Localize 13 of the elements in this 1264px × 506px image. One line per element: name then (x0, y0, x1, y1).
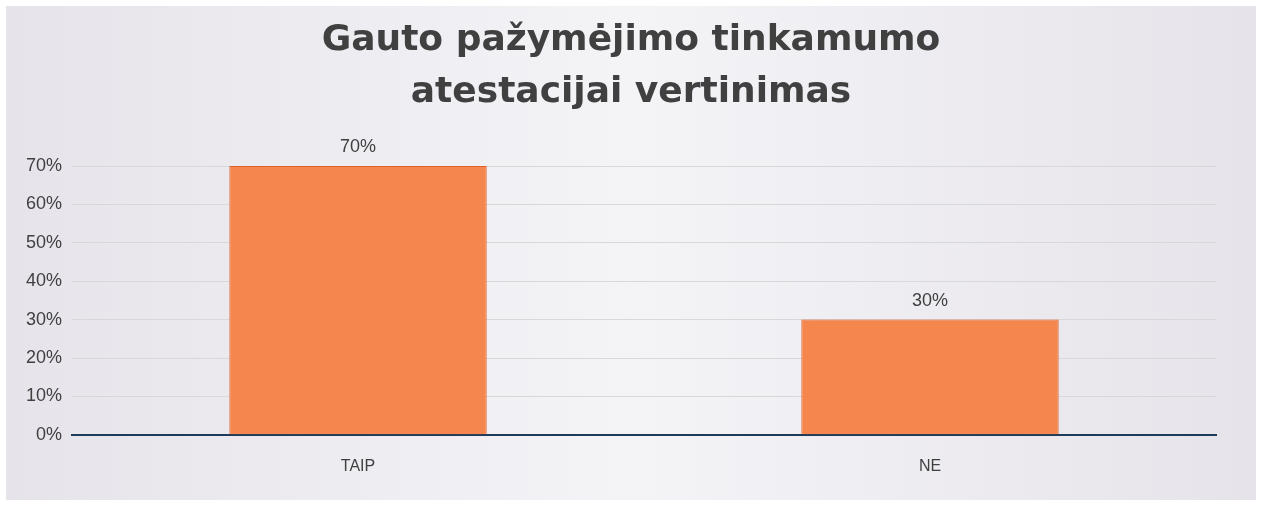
y-tick-label: 10% (26, 385, 63, 406)
x-tick-label: TAIP (340, 456, 376, 474)
y-tick-label: 70% (26, 154, 63, 175)
chart-title: Gauto pažymėjimo tinkamumo atestacijai vertinimas (320, 16, 942, 112)
data-label: 30% (911, 289, 949, 310)
y-tick-label: 60% (26, 193, 63, 214)
data-label: 70% (340, 135, 377, 156)
y-tick-label: 0% (36, 423, 63, 444)
y-tick-label: 40% (26, 270, 63, 291)
y-tick-label: 50% (26, 231, 63, 252)
x-tick-label: NE (918, 456, 942, 474)
y-tick-label: 30% (26, 308, 63, 329)
y-tick-label: 20% (26, 346, 63, 367)
